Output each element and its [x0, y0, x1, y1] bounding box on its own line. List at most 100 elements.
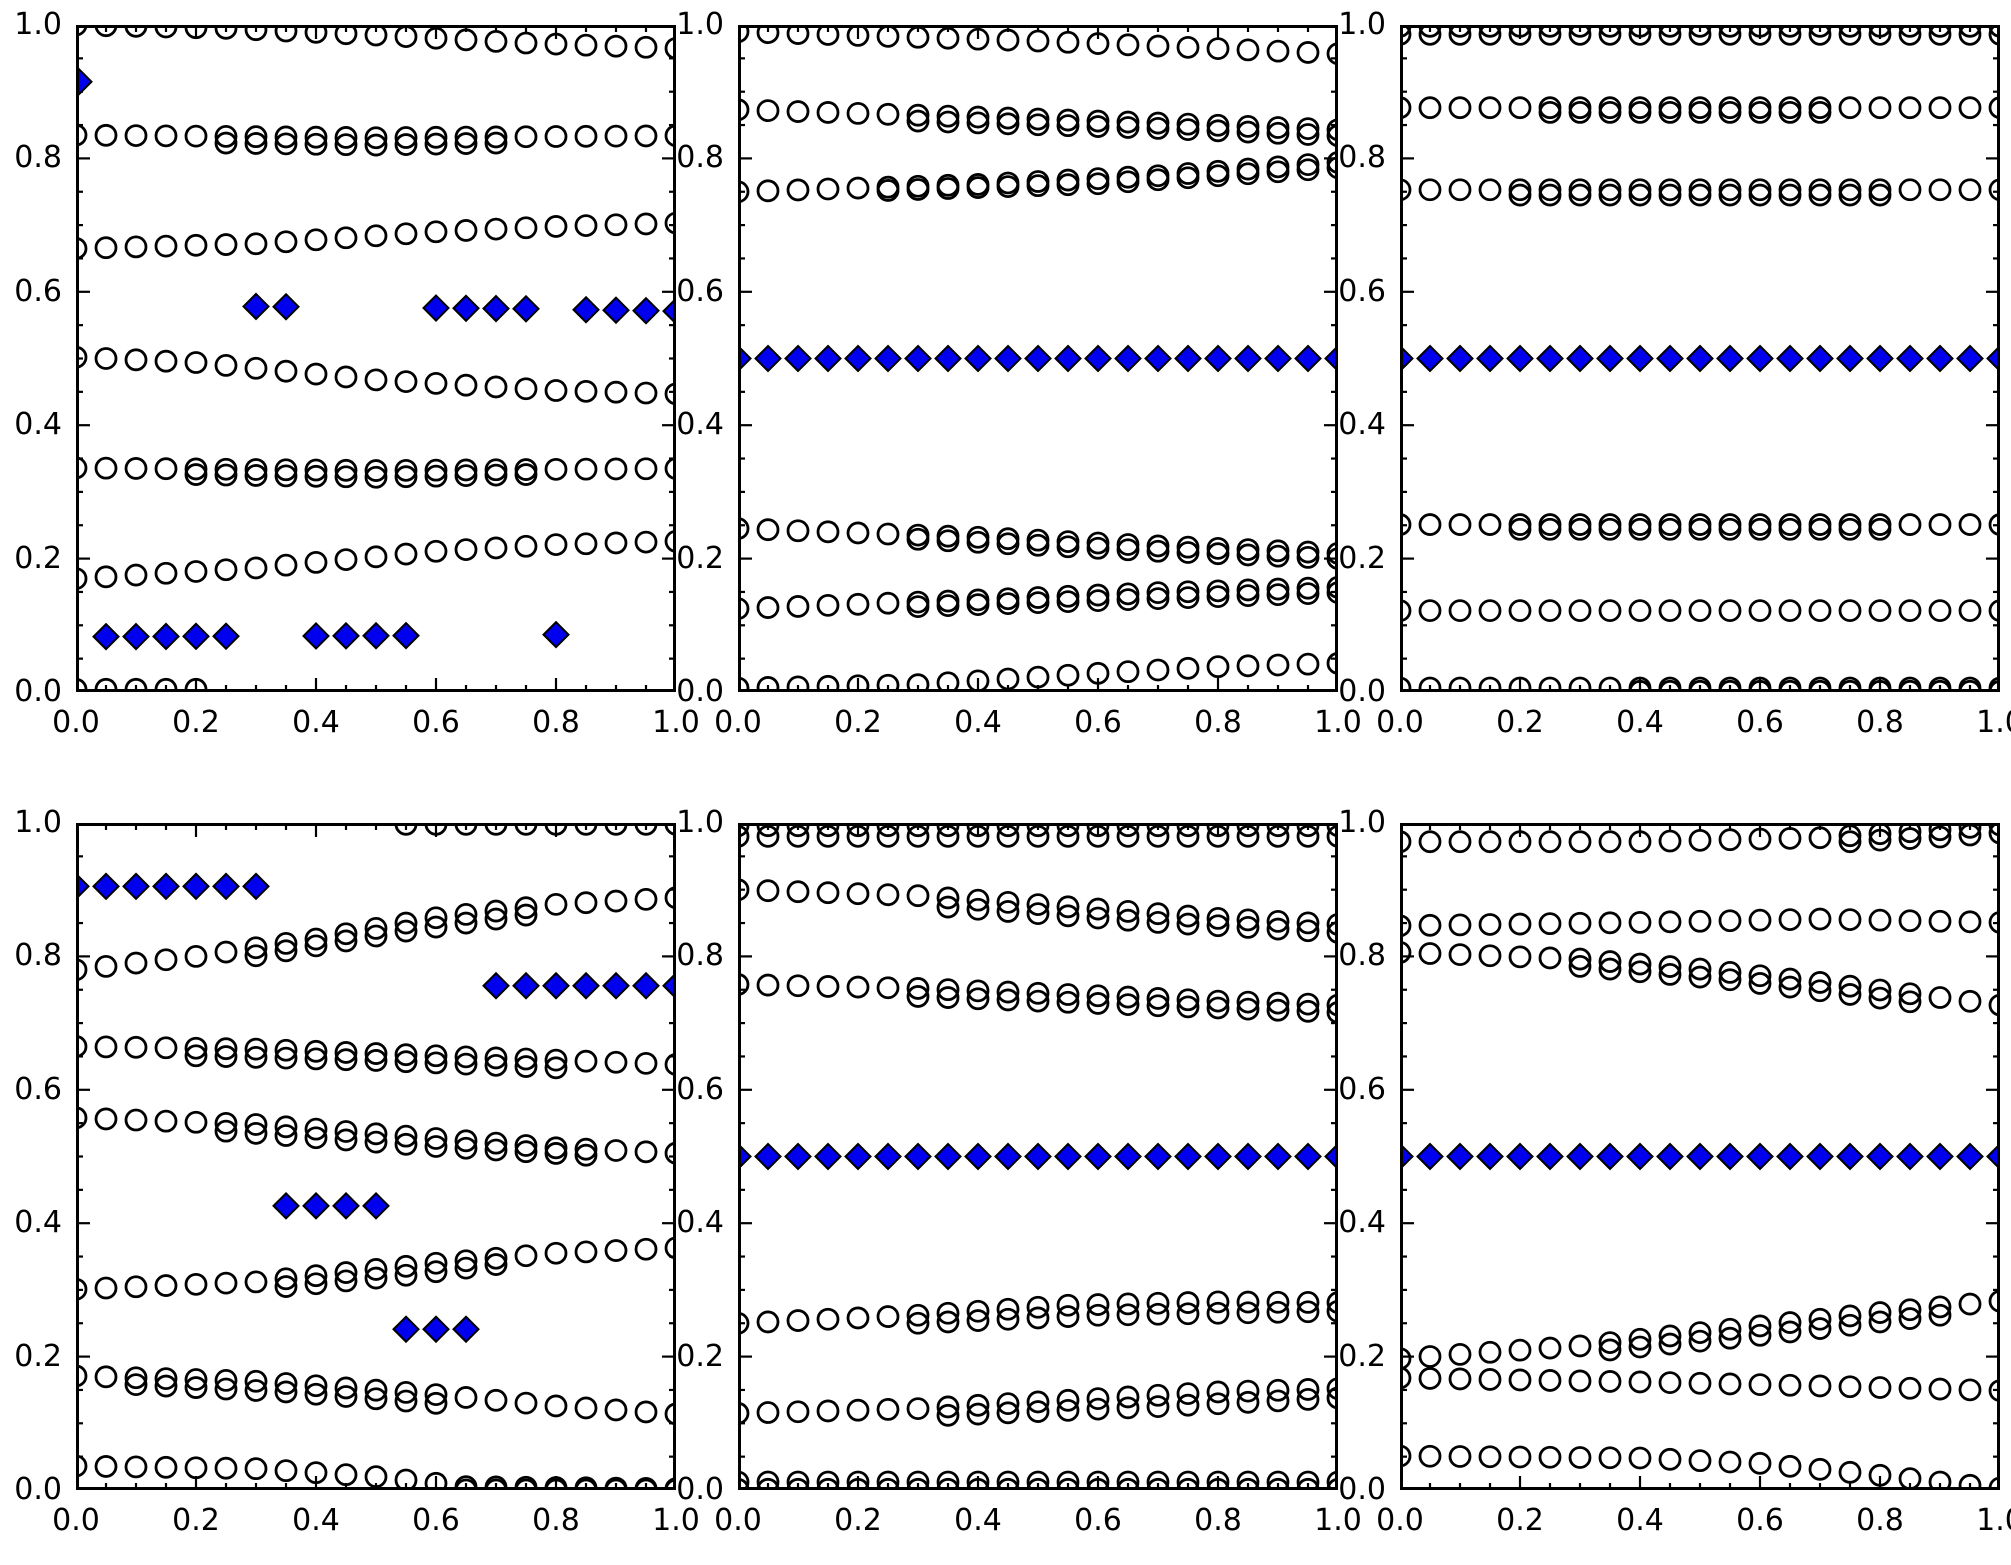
circle-series-5	[906, 985, 1338, 1024]
diamond-series-6	[1400, 344, 2000, 373]
y-tick-label: 0.6	[676, 273, 724, 309]
y-tick-label: 1.0	[14, 805, 62, 840]
diamond-series-1	[76, 872, 270, 901]
circle-series-7	[1400, 513, 2000, 536]
y-tick-label: 1.0	[14, 7, 62, 42]
circle-series-8	[214, 1119, 598, 1167]
x-tick-label: 0.8	[1194, 705, 1242, 740]
circle-series-1	[738, 824, 1338, 848]
x-tick-label: 1.0	[1314, 705, 1362, 740]
circle-series-4	[1568, 955, 1922, 1014]
x-tick-label: 0.8	[1856, 705, 1904, 740]
circle-series-9	[738, 1377, 1338, 1425]
circle-series-7	[1598, 1303, 1952, 1362]
x-tick-label: 0.2	[172, 1503, 220, 1538]
y-tick-label: 0.2	[676, 540, 724, 576]
circle-series-3	[936, 895, 1338, 944]
y-tick-label: 1.0	[1338, 7, 1386, 42]
x-tick-label: 0.4	[1616, 705, 1664, 740]
circle-series-5	[76, 1035, 676, 1076]
diamond-series-4	[482, 971, 676, 1000]
circle-series-7	[906, 527, 1338, 570]
y-tick-label: 0.0	[1338, 1472, 1386, 1507]
x-tick-label: 0.4	[292, 1503, 340, 1538]
circle-series-13	[76, 1364, 676, 1426]
x-tick-label: 1.0	[652, 705, 700, 740]
x-tick-label: 0.2	[1496, 1503, 1544, 1538]
x-tick-label: 0.6	[1074, 705, 1122, 740]
circle-series-6	[184, 463, 538, 489]
y-tick-label: 0.6	[1338, 1071, 1386, 1107]
subplot-top-right	[1400, 25, 2000, 692]
y-tick-label: 0.4	[676, 407, 724, 443]
diamond-series-11	[92, 620, 570, 651]
x-tick-label: 1.0	[1976, 705, 2011, 740]
x-tick-label: 0.8	[1194, 1503, 1242, 1538]
y-tick-label: 0.2	[676, 1338, 724, 1374]
x-tick-label: 0.4	[954, 705, 1002, 740]
subplot-bottom-right	[1400, 823, 2000, 1490]
y-tick-label: 0.6	[676, 1071, 724, 1107]
circle-series-4	[738, 973, 1338, 1017]
subplot-top-left	[76, 25, 676, 692]
circle-series-2	[1400, 96, 2000, 120]
circle-series-9	[906, 581, 1338, 619]
y-tick-label: 0.6	[14, 273, 62, 309]
circle-series-7	[76, 1106, 676, 1165]
x-tick-label: 0.2	[834, 705, 882, 740]
y-tick-label: 0.8	[14, 938, 62, 974]
axes-bottom-left	[76, 823, 676, 1490]
circle-series-11	[274, 1253, 508, 1298]
y-tick-label: 0.4	[14, 407, 62, 443]
x-tick-label: 0.6	[1736, 705, 1784, 740]
y-tick-label: 0.8	[1338, 140, 1386, 176]
diamond-series-10	[242, 292, 676, 326]
circle-series-1	[1400, 25, 2000, 46]
x-tick-label: 0.8	[532, 705, 580, 740]
circle-series-0	[1400, 823, 2000, 854]
y-tick-label: 0.4	[676, 1205, 724, 1241]
x-tick-label: 0.4	[1616, 1503, 1664, 1538]
axes-bottom-middle	[738, 823, 1338, 1490]
y-tick-label: 0.0	[1338, 674, 1386, 709]
y-tick-label: 1.0	[676, 7, 724, 42]
x-tick-label: 0.6	[412, 705, 460, 740]
circle-series-3	[76, 211, 676, 260]
circle-series-6	[1400, 1289, 2000, 1370]
circle-series-10	[738, 651, 1338, 692]
y-tick-label: 0.8	[676, 140, 724, 176]
y-tick-label: 0.2	[14, 540, 62, 576]
y-tick-label: 0.8	[14, 140, 62, 176]
circle-series-8	[1508, 517, 1892, 541]
circle-series-10	[936, 1386, 1338, 1427]
x-tick-label: 0.8	[532, 1503, 580, 1538]
x-tick-label: 1.0	[1314, 1503, 1362, 1538]
diamond-series-9	[272, 1191, 390, 1220]
circle-series-4	[76, 345, 676, 406]
circle-series-4	[876, 156, 1338, 202]
circle-series-6	[184, 1044, 568, 1080]
circle-series-5	[76, 456, 676, 482]
x-tick-label: 0.2	[834, 1503, 882, 1538]
circle-series-2	[1400, 907, 2000, 938]
circle-series-0	[76, 25, 676, 60]
x-tick-label: 0.0	[52, 1503, 100, 1538]
subplot-top-middle	[738, 25, 1338, 692]
circle-series-3	[244, 903, 538, 968]
circle-series-1	[738, 98, 1338, 142]
circle-series-2	[214, 131, 508, 157]
circle-series-2	[906, 109, 1338, 148]
circle-series-2	[738, 878, 1338, 936]
diamond-series-6	[738, 1142, 1338, 1171]
y-tick-label: 0.0	[14, 1472, 62, 1507]
y-tick-label: 0.4	[1338, 1205, 1386, 1241]
x-tick-label: 0.6	[412, 1503, 460, 1538]
circle-series-1	[76, 123, 676, 150]
y-tick-label: 0.4	[1338, 407, 1386, 443]
axes-top-left	[76, 25, 676, 692]
y-tick-label: 0.0	[676, 674, 724, 709]
y-tick-label: 0.0	[676, 1472, 724, 1507]
x-tick-label: 0.8	[1856, 1503, 1904, 1538]
y-tick-label: 0.2	[1338, 1338, 1386, 1374]
